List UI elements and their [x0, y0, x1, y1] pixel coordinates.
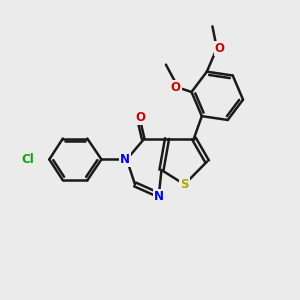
Text: Cl: Cl: [21, 153, 34, 166]
Text: O: O: [215, 42, 225, 55]
Text: S: S: [180, 178, 189, 191]
Text: O: O: [170, 81, 180, 94]
Text: O: O: [135, 111, 145, 124]
Text: N: N: [120, 153, 130, 166]
Text: N: N: [154, 190, 164, 203]
